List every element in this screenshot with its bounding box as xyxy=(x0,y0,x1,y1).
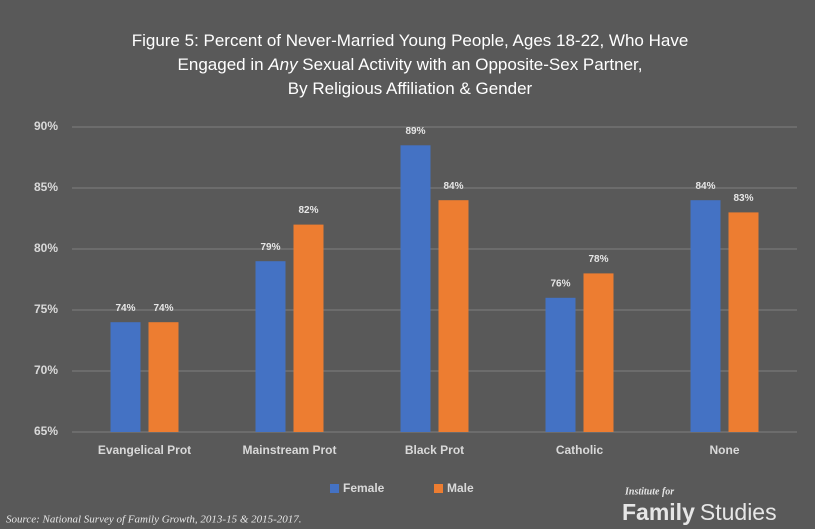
logo-light: Studies xyxy=(700,499,777,525)
legend-swatch xyxy=(434,484,443,493)
value-label: 78% xyxy=(588,254,608,265)
bar xyxy=(728,212,759,432)
bar xyxy=(255,261,286,432)
legend-swatch xyxy=(330,484,339,493)
logo-bold: Family xyxy=(622,499,695,525)
title-part: Figure 5: Percent of Never-Married Young… xyxy=(132,31,689,50)
title-part: Engaged in xyxy=(178,55,269,74)
y-tick-label: 65% xyxy=(34,424,58,438)
value-label: 76% xyxy=(550,278,570,289)
value-label: 82% xyxy=(298,205,318,216)
bar xyxy=(110,322,141,432)
y-tick-label: 85% xyxy=(34,180,58,194)
bar xyxy=(583,273,614,432)
x-tick-label: Catholic xyxy=(556,443,604,457)
legend-label: Male xyxy=(447,481,474,495)
legend-label: Female xyxy=(343,481,385,495)
bar xyxy=(400,145,431,433)
value-label: 84% xyxy=(443,181,463,192)
y-tick-label: 75% xyxy=(34,302,58,316)
chart-title: Engaged in Any Sexual Activity with an O… xyxy=(178,55,643,74)
y-tick-label: 70% xyxy=(34,363,58,377)
value-label: 74% xyxy=(153,303,173,314)
chart-title: By Religious Affiliation & Gender xyxy=(288,79,533,98)
x-tick-label: Evangelical Prot xyxy=(98,443,191,457)
x-tick-label: Black Prot xyxy=(405,443,464,457)
bar xyxy=(690,200,721,432)
value-label: 89% xyxy=(405,126,425,137)
value-label: 84% xyxy=(695,181,715,192)
y-tick-label: 90% xyxy=(34,119,58,133)
title-part: Any xyxy=(267,55,299,74)
title-part: By Religious Affiliation & Gender xyxy=(288,79,533,98)
bar xyxy=(438,200,469,432)
value-label: 83% xyxy=(733,193,753,204)
y-tick-label: 80% xyxy=(34,241,58,255)
logo-top: Institute for xyxy=(624,486,674,497)
x-tick-label: None xyxy=(710,443,740,457)
value-label: 74% xyxy=(115,303,135,314)
source-note: Source: National Survey of Family Growth… xyxy=(6,514,302,526)
value-label: 79% xyxy=(260,242,280,253)
title-part: Sexual Activity with an Opposite-Sex Par… xyxy=(298,55,643,74)
bar xyxy=(293,224,324,432)
bar xyxy=(148,322,179,432)
logo: Family Studies xyxy=(622,499,777,525)
chart-title: Figure 5: Percent of Never-Married Young… xyxy=(132,31,689,50)
bar xyxy=(545,297,576,432)
x-tick-label: Mainstream Prot xyxy=(242,443,336,457)
